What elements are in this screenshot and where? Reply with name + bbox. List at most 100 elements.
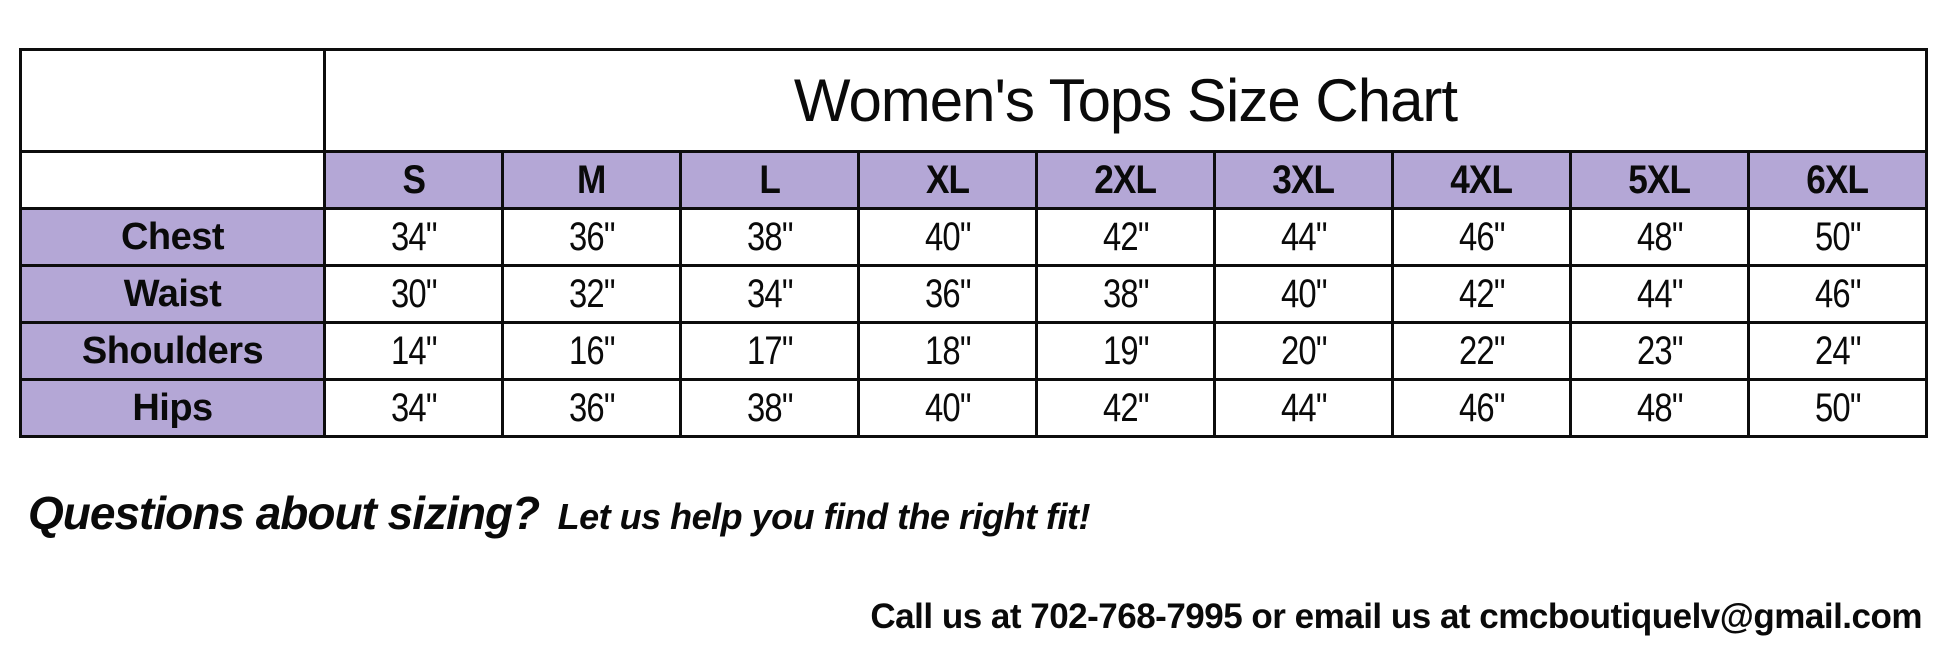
- size-chart-table: Women's Tops Size Chart S M L XL 2XL 3XL…: [19, 48, 1928, 438]
- chest-6xl-value: 50": [1747, 207, 1928, 267]
- hips-s-value: 34": [323, 378, 504, 438]
- hips-3xl-value: 44": [1213, 378, 1394, 438]
- measurement-value: 34": [746, 271, 793, 316]
- measurement-value: 46": [1458, 385, 1505, 430]
- measurement-value: 14": [390, 328, 437, 373]
- measurement-value: 50": [1814, 385, 1861, 430]
- shoulders-4xl-value: 22": [1391, 321, 1572, 381]
- chart-title: Women's Tops Size Chart: [323, 48, 1928, 153]
- measurement-value: 42": [1102, 214, 1149, 259]
- waist-m-value: 32": [501, 264, 682, 324]
- measurement-value: 34": [390, 214, 437, 259]
- measurement-value: 38": [1102, 271, 1149, 316]
- measurement-value: 40": [924, 214, 971, 259]
- table-row-shoulders: Shoulders 14" 16" 17" 18" 19" 20" 22" 23…: [19, 321, 1928, 381]
- measurement-value: 42": [1102, 385, 1149, 430]
- measurement-value: 44": [1280, 214, 1327, 259]
- title-row: Women's Tops Size Chart: [19, 48, 1928, 153]
- column-header-6xl: 6XL: [1747, 150, 1928, 210]
- waist-6xl-value: 46": [1747, 264, 1928, 324]
- row-label-shoulders: Shoulders: [19, 321, 326, 381]
- shoulders-6xl-value: 24": [1747, 321, 1928, 381]
- measurement-value: 19": [1102, 328, 1149, 373]
- waist-3xl-value: 40": [1213, 264, 1394, 324]
- column-header-l: L: [679, 150, 860, 210]
- hips-4xl-value: 46": [1391, 378, 1572, 438]
- chest-2xl-value: 42": [1035, 207, 1216, 267]
- blank-header-cell: [19, 150, 326, 210]
- size-header-row: S M L XL 2XL 3XL 4XL 5XL 6XL: [19, 150, 1928, 210]
- blank-corner-cell: [19, 48, 326, 153]
- measurement-value: 48": [1636, 214, 1683, 259]
- hips-m-value: 36": [501, 378, 682, 438]
- measurement-value: 38": [746, 385, 793, 430]
- column-header-label: 4XL: [1450, 157, 1514, 202]
- shoulders-l-value: 17": [679, 321, 860, 381]
- row-label-waist: Waist: [19, 264, 326, 324]
- column-header-3xl: 3XL: [1213, 150, 1394, 210]
- measurement-value: 44": [1280, 385, 1327, 430]
- column-header-label: M: [577, 157, 606, 202]
- measurement-value: 44": [1636, 271, 1683, 316]
- hips-2xl-value: 42": [1035, 378, 1216, 438]
- measurement-value: 40": [924, 385, 971, 430]
- hips-5xl-value: 48": [1569, 378, 1750, 438]
- shoulders-m-value: 16": [501, 321, 682, 381]
- measurement-value: 36": [924, 271, 971, 316]
- measurement-value: 34": [390, 385, 437, 430]
- sizing-question-rest: Let us help you find the right fit!: [557, 496, 1091, 537]
- column-header-s: S: [323, 150, 504, 210]
- measurement-value: 32": [568, 271, 615, 316]
- column-header-label: 2XL: [1094, 157, 1158, 202]
- chest-l-value: 38": [679, 207, 860, 267]
- column-header-label: L: [759, 157, 781, 202]
- column-header-label: 3XL: [1272, 157, 1336, 202]
- column-header-label: 6XL: [1806, 157, 1870, 202]
- measurement-value: 18": [924, 328, 971, 373]
- waist-5xl-value: 44": [1569, 264, 1750, 324]
- measurement-value: 16": [568, 328, 615, 373]
- chest-4xl-value: 46": [1391, 207, 1572, 267]
- contact-info: Call us at 702-768-7995 or email us at c…: [870, 597, 1922, 636]
- chest-xl-value: 40": [857, 207, 1038, 267]
- measurement-value: 40": [1280, 271, 1327, 316]
- column-header-4xl: 4XL: [1391, 150, 1572, 210]
- measurement-value: 23": [1636, 328, 1683, 373]
- column-header-label: S: [402, 157, 425, 202]
- shoulders-2xl-value: 19": [1035, 321, 1216, 381]
- chest-s-value: 34": [323, 207, 504, 267]
- waist-xl-value: 36": [857, 264, 1038, 324]
- sizing-question-lead: Questions about sizing?: [28, 487, 540, 539]
- measurement-value: 36": [568, 385, 615, 430]
- measurement-value: 50": [1814, 214, 1861, 259]
- chest-5xl-value: 48": [1569, 207, 1750, 267]
- measurement-value: 46": [1814, 271, 1861, 316]
- column-header-xl: XL: [857, 150, 1038, 210]
- chest-m-value: 36": [501, 207, 682, 267]
- measurement-value: 22": [1458, 328, 1505, 373]
- table-row-waist: Waist 30" 32" 34" 36" 38" 40" 42" 44" 46…: [19, 264, 1928, 324]
- measurement-value: 24": [1814, 328, 1861, 373]
- shoulders-5xl-value: 23": [1569, 321, 1750, 381]
- hips-l-value: 38": [679, 378, 860, 438]
- table-row-hips: Hips 34" 36" 38" 40" 42" 44" 46" 48" 50": [19, 378, 1928, 438]
- waist-4xl-value: 42": [1391, 264, 1572, 324]
- hips-xl-value: 40": [857, 378, 1038, 438]
- column-header-label: 5XL: [1628, 157, 1692, 202]
- measurement-value: 36": [568, 214, 615, 259]
- shoulders-s-value: 14": [323, 321, 504, 381]
- measurement-value: 30": [390, 271, 437, 316]
- measurement-value: 20": [1280, 328, 1327, 373]
- column-header-5xl: 5XL: [1569, 150, 1750, 210]
- row-label-chest: Chest: [19, 207, 326, 267]
- waist-s-value: 30": [323, 264, 504, 324]
- column-header-m: M: [501, 150, 682, 210]
- sizing-question-line: Questions about sizing? Let us help you …: [28, 486, 1091, 540]
- waist-2xl-value: 38": [1035, 264, 1216, 324]
- hips-6xl-value: 50": [1747, 378, 1928, 438]
- shoulders-3xl-value: 20": [1213, 321, 1394, 381]
- measurement-value: 38": [746, 214, 793, 259]
- column-header-label: XL: [925, 157, 970, 202]
- column-header-2xl: 2XL: [1035, 150, 1216, 210]
- waist-l-value: 34": [679, 264, 860, 324]
